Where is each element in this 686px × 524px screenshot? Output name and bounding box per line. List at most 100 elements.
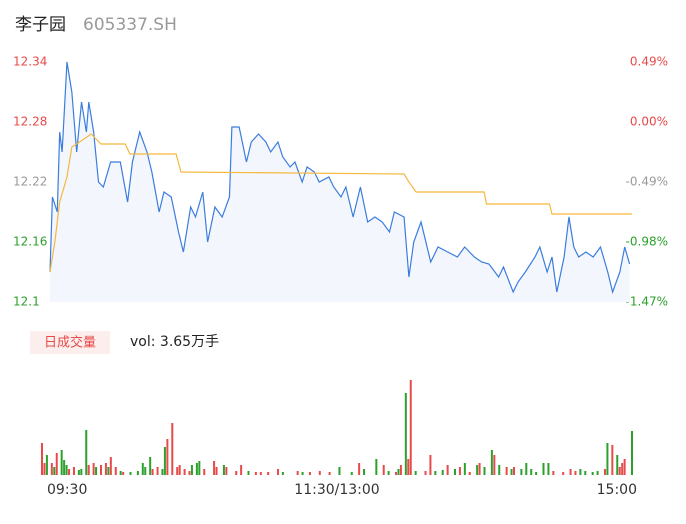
volume-bar xyxy=(100,465,102,475)
volume-bar xyxy=(358,463,361,475)
volume-bar xyxy=(446,465,449,475)
volume-bar xyxy=(535,472,538,475)
volume-bar xyxy=(611,445,614,475)
volume-bar xyxy=(375,459,378,475)
volume-bar xyxy=(109,457,112,475)
volume-bar xyxy=(41,443,43,475)
volume-bar xyxy=(68,469,71,475)
volume-bar xyxy=(505,467,508,475)
volume-bar xyxy=(562,472,565,475)
volume-bar xyxy=(151,469,154,475)
volume-bar xyxy=(530,469,533,475)
volume-bar xyxy=(122,472,125,475)
volume-bar xyxy=(225,467,228,475)
average-line xyxy=(49,133,632,273)
volume-bar xyxy=(441,470,444,475)
volume-bar xyxy=(584,471,587,475)
volume-bar xyxy=(547,463,550,475)
volume-bar xyxy=(222,465,225,475)
volume-bar xyxy=(397,469,400,475)
volume-bar xyxy=(434,471,437,475)
volume-bar xyxy=(463,463,466,475)
x-tick-label: 09:30 xyxy=(47,482,87,498)
volume-bar xyxy=(498,465,501,475)
volume-bar xyxy=(144,467,147,475)
volume-bar xyxy=(382,465,385,475)
volume-bar xyxy=(490,450,493,475)
volume-bar xyxy=(104,463,107,475)
volume-bar xyxy=(606,443,609,475)
volume-bar xyxy=(114,467,117,475)
stock-code: 605337.SH xyxy=(83,15,177,35)
volume-bar xyxy=(80,469,83,475)
volume-tab xyxy=(30,331,110,354)
volume-bar xyxy=(183,469,186,475)
volume-bar xyxy=(616,455,619,475)
volume-bar xyxy=(85,430,88,475)
volume-bar xyxy=(267,472,270,475)
volume-bar xyxy=(63,460,66,475)
volume-bar xyxy=(87,465,90,475)
volume-bar xyxy=(363,469,366,475)
y2-tick-label: -0.49% xyxy=(626,175,668,189)
volume-bar xyxy=(318,471,321,475)
volume-bar xyxy=(407,459,410,475)
y-tick-label: 12.1 xyxy=(13,295,40,309)
volume-bar xyxy=(240,465,243,475)
volume-bar xyxy=(350,472,353,475)
volume-bar xyxy=(129,472,132,475)
volume-bar xyxy=(476,465,479,475)
volume-bar xyxy=(43,463,46,475)
volume-bar xyxy=(542,463,545,475)
volume-bar xyxy=(552,471,555,475)
y2-tick-label: -1.47% xyxy=(626,295,668,309)
y-tick-label: 12.22 xyxy=(13,175,47,189)
y2-tick-label: -0.98% xyxy=(626,235,668,249)
volume-bar xyxy=(92,463,95,475)
volume-bar xyxy=(395,472,397,475)
y-tick-label: 12.28 xyxy=(13,115,47,129)
volume-bar xyxy=(281,472,284,475)
volume-bar xyxy=(107,467,110,475)
volume-bar xyxy=(483,467,486,475)
volume-bar xyxy=(429,455,432,475)
volume-bar xyxy=(50,463,53,475)
price-line xyxy=(49,61,631,295)
volume-bar xyxy=(203,469,206,475)
volume-bar xyxy=(454,469,456,475)
volume-bar xyxy=(72,467,75,475)
volume-bar xyxy=(95,467,98,475)
volume-bar xyxy=(618,467,621,475)
volume-bar xyxy=(254,472,257,475)
volume-bar xyxy=(163,447,166,475)
volume-title: 日成交量 xyxy=(44,335,96,351)
volume-bar xyxy=(603,469,606,475)
volume-bar xyxy=(195,463,198,475)
volume-bar xyxy=(525,463,528,475)
x-tick-label: 11:30/13:00 xyxy=(294,482,379,498)
volume-bar xyxy=(247,471,250,475)
volume-bar xyxy=(190,465,193,475)
volume-bar xyxy=(478,463,481,475)
volume-bar xyxy=(579,469,582,475)
volume-bar xyxy=(409,380,412,475)
volume-bar xyxy=(296,471,299,475)
volume-bar xyxy=(171,423,174,475)
volume-bar xyxy=(591,472,594,475)
volume-bar xyxy=(493,455,496,475)
y-tick-label: 12.34 xyxy=(13,55,47,69)
volume-bar xyxy=(623,459,626,475)
x-tick-label: 15:00 xyxy=(597,482,637,498)
volume-bar xyxy=(176,467,179,475)
volume-bar xyxy=(301,472,304,475)
volume-bar xyxy=(308,472,311,475)
volume-bar xyxy=(161,469,164,475)
y2-tick-label: 0.49% xyxy=(630,55,668,69)
chart-title: 李子园 xyxy=(15,15,66,35)
price-area xyxy=(50,62,630,302)
volume-bar xyxy=(149,457,152,475)
volume-bar xyxy=(166,439,169,475)
volume-bar xyxy=(213,461,216,475)
volume-bar xyxy=(596,471,599,475)
